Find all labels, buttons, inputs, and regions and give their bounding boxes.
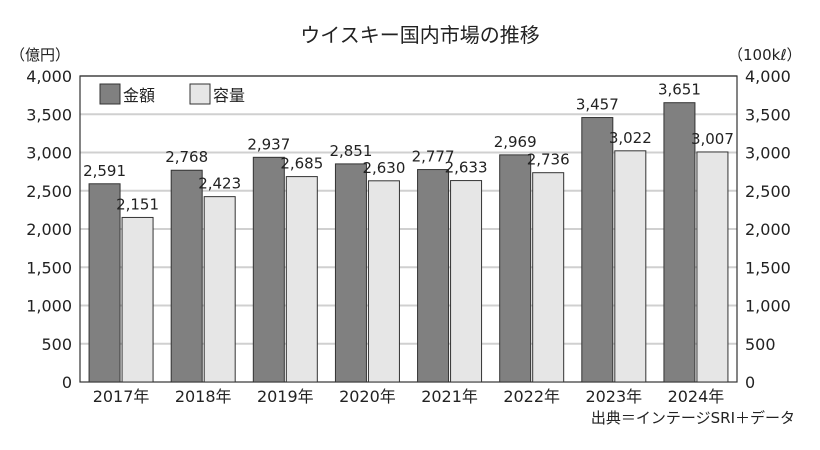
bar-amount: [252, 156, 285, 383]
bar-amount: [170, 169, 203, 383]
x-tick-label: 2022年: [503, 387, 560, 406]
x-tick-label: 2023年: [585, 387, 642, 406]
bar-volume: [450, 180, 483, 383]
y-tick-label-right: 2,500: [745, 182, 791, 201]
right-axis-unit: （100kℓ）: [728, 46, 802, 64]
y-tick-label-right: 1,000: [745, 297, 791, 316]
data-label: 3,457: [576, 96, 619, 114]
y-tick-label-right: 1,500: [745, 258, 791, 277]
y-tick-label-left: 2,500: [26, 182, 72, 201]
y-tick-label-left: 4,000: [26, 67, 72, 86]
source-note: 出典＝インテージSRI＋データ: [591, 409, 795, 427]
legend-swatch: [189, 83, 211, 105]
data-label: 2,937: [247, 135, 290, 153]
y-tick-label-left: 1,500: [26, 258, 72, 277]
bar-amount: [334, 163, 367, 383]
y-tick-label-right: 4,000: [745, 67, 791, 86]
bar-amount: [499, 154, 532, 383]
y-tick-label-left: 1,000: [26, 297, 72, 316]
y-tick-label-left: 2,000: [26, 220, 72, 239]
bar-volume: [614, 150, 647, 383]
bar-volume: [367, 180, 400, 383]
data-label: 3,022: [609, 129, 652, 147]
bar-volume: [696, 151, 729, 383]
x-tick-label: 2024年: [668, 387, 725, 406]
x-tick-label: 2020年: [339, 387, 396, 406]
data-label: 2,423: [198, 175, 241, 193]
data-label: 2,777: [412, 148, 455, 166]
bar-amount: [88, 183, 121, 383]
bar-amount: [417, 169, 450, 383]
bar-volume: [121, 216, 154, 383]
data-label: 2,851: [329, 142, 372, 160]
y-tick-label-right: 3,500: [745, 105, 791, 124]
y-tick-label-left: 3,000: [26, 144, 72, 163]
data-label: 2,685: [280, 155, 323, 173]
data-label: 3,007: [691, 130, 734, 148]
bar-amount: [581, 117, 614, 383]
data-label: 2,633: [445, 159, 488, 177]
data-label: 2,969: [494, 133, 537, 151]
x-tick-label: 2018年: [175, 387, 232, 406]
bar-amount: [663, 102, 696, 383]
chart-title: ウイスキー国内市場の推移: [300, 23, 539, 47]
legend-swatch: [99, 83, 121, 105]
data-label: 2,630: [362, 159, 405, 177]
y-tick-label-left: 500: [41, 335, 72, 354]
y-tick-label-right: 500: [745, 335, 776, 354]
y-tick-label-right: 3,000: [745, 144, 791, 163]
data-label: 2,736: [527, 151, 570, 169]
x-tick-label: 2021年: [421, 387, 478, 406]
data-label: 3,651: [658, 81, 701, 99]
x-tick-label: 2019年: [257, 387, 314, 406]
bar-volume: [532, 172, 565, 383]
y-tick-label-right: 2,000: [745, 220, 791, 239]
plot-frame: [79, 75, 738, 383]
bar-volume: [203, 196, 236, 383]
data-label: 2,591: [83, 162, 126, 180]
y-tick-label-right: 0: [745, 373, 755, 392]
x-tick-label: 2017年: [93, 387, 150, 406]
bar-volume: [285, 176, 318, 383]
data-label: 2,151: [116, 195, 159, 213]
y-tick-label-left: 3,500: [26, 105, 72, 124]
data-label: 2,768: [165, 148, 208, 166]
legend-label: 金額: [123, 86, 155, 105]
y-tick-label-left: 0: [62, 373, 72, 392]
legend-label: 容量: [213, 86, 245, 105]
left-axis-unit: （億円）: [10, 46, 70, 64]
